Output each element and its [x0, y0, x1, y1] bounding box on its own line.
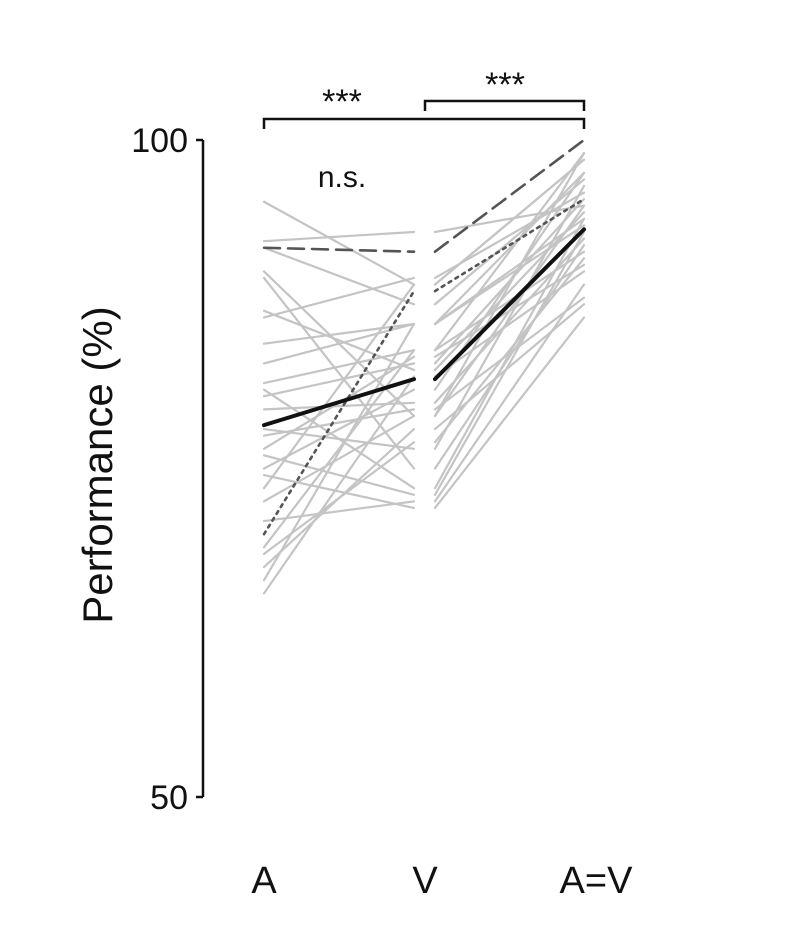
subject-25-v-to-av [433, 303, 586, 431]
subject-23-a-to-v [262, 349, 416, 549]
subject-17-v-to-av [433, 230, 586, 496]
subject-19-v-to-av [433, 316, 586, 510]
subject-5-v-to-av [433, 244, 586, 470]
subject-25-a-to-v [262, 427, 416, 569]
highlight-dotted-v-to-av [433, 197, 586, 293]
highlighted-subject-lines [262, 138, 586, 536]
subject-6-v-to-av [433, 211, 586, 372]
subject-6-a-to-v [262, 309, 416, 372]
bracket-v-to-av [423, 99, 586, 111]
y-tick-label-50: 50 [150, 779, 188, 817]
subject-10-a-to-v [262, 349, 416, 385]
highlight-dotted-a-to-v [262, 289, 416, 536]
subject-19-a-to-v [262, 473, 416, 510]
subject-2-a-to-v [262, 230, 416, 243]
category-label-av: A=V [560, 860, 634, 902]
subject-17-a-to-v [262, 454, 416, 496]
subject-8-a-to-v [262, 322, 416, 345]
y-tick-label-100: 100 [131, 122, 188, 160]
mean-v-to-av [433, 227, 586, 382]
subject-13-v-to-av [433, 237, 586, 404]
subject-14-v-to-av [433, 184, 586, 450]
subject-21-a-to-v [262, 414, 416, 503]
sig-a-to-av: *** [322, 83, 362, 121]
subject-22-a-to-v [262, 500, 416, 523]
subject-27-v-to-av [433, 270, 586, 378]
category-label-a: A [251, 860, 277, 902]
subject-2-v-to-av [433, 204, 586, 234]
highlight-dashed-a-to-v [262, 246, 416, 253]
subject-15-a-to-v [262, 408, 416, 437]
subject-8-v-to-av [433, 171, 586, 326]
subject-15-v-to-av [433, 296, 586, 411]
subject-20-a-to-v [262, 283, 416, 490]
subject-20-v-to-av [433, 158, 586, 286]
subject-26-v-to-av [433, 217, 586, 326]
subject-26-a-to-v [262, 322, 416, 582]
y-axis-label: Performance (%) [74, 306, 121, 623]
bracket-a-to-av [262, 117, 586, 129]
highlight-dashed-v-to-av [433, 138, 586, 253]
mean-lines [262, 227, 586, 428]
subject-21-v-to-av [433, 204, 586, 418]
subject-lines [262, 152, 586, 595]
subject-12-a-to-v [262, 362, 416, 398]
mean-a-to-v [262, 377, 416, 428]
category-label-v: V [412, 860, 438, 902]
subject-3-v-to-av [433, 178, 586, 306]
subject-3-a-to-v [262, 246, 416, 306]
subject-7-a-to-v [262, 276, 416, 319]
subject-23-v-to-av [433, 152, 586, 352]
subject-10-v-to-av [433, 250, 586, 352]
sig-a-to-v: n.s. [318, 161, 366, 194]
subject-1-a-to-v [262, 200, 416, 286]
subject-27-a-to-v [262, 375, 416, 595]
sig-v-to-av: *** [485, 66, 525, 104]
subject-22-v-to-av [433, 283, 586, 503]
